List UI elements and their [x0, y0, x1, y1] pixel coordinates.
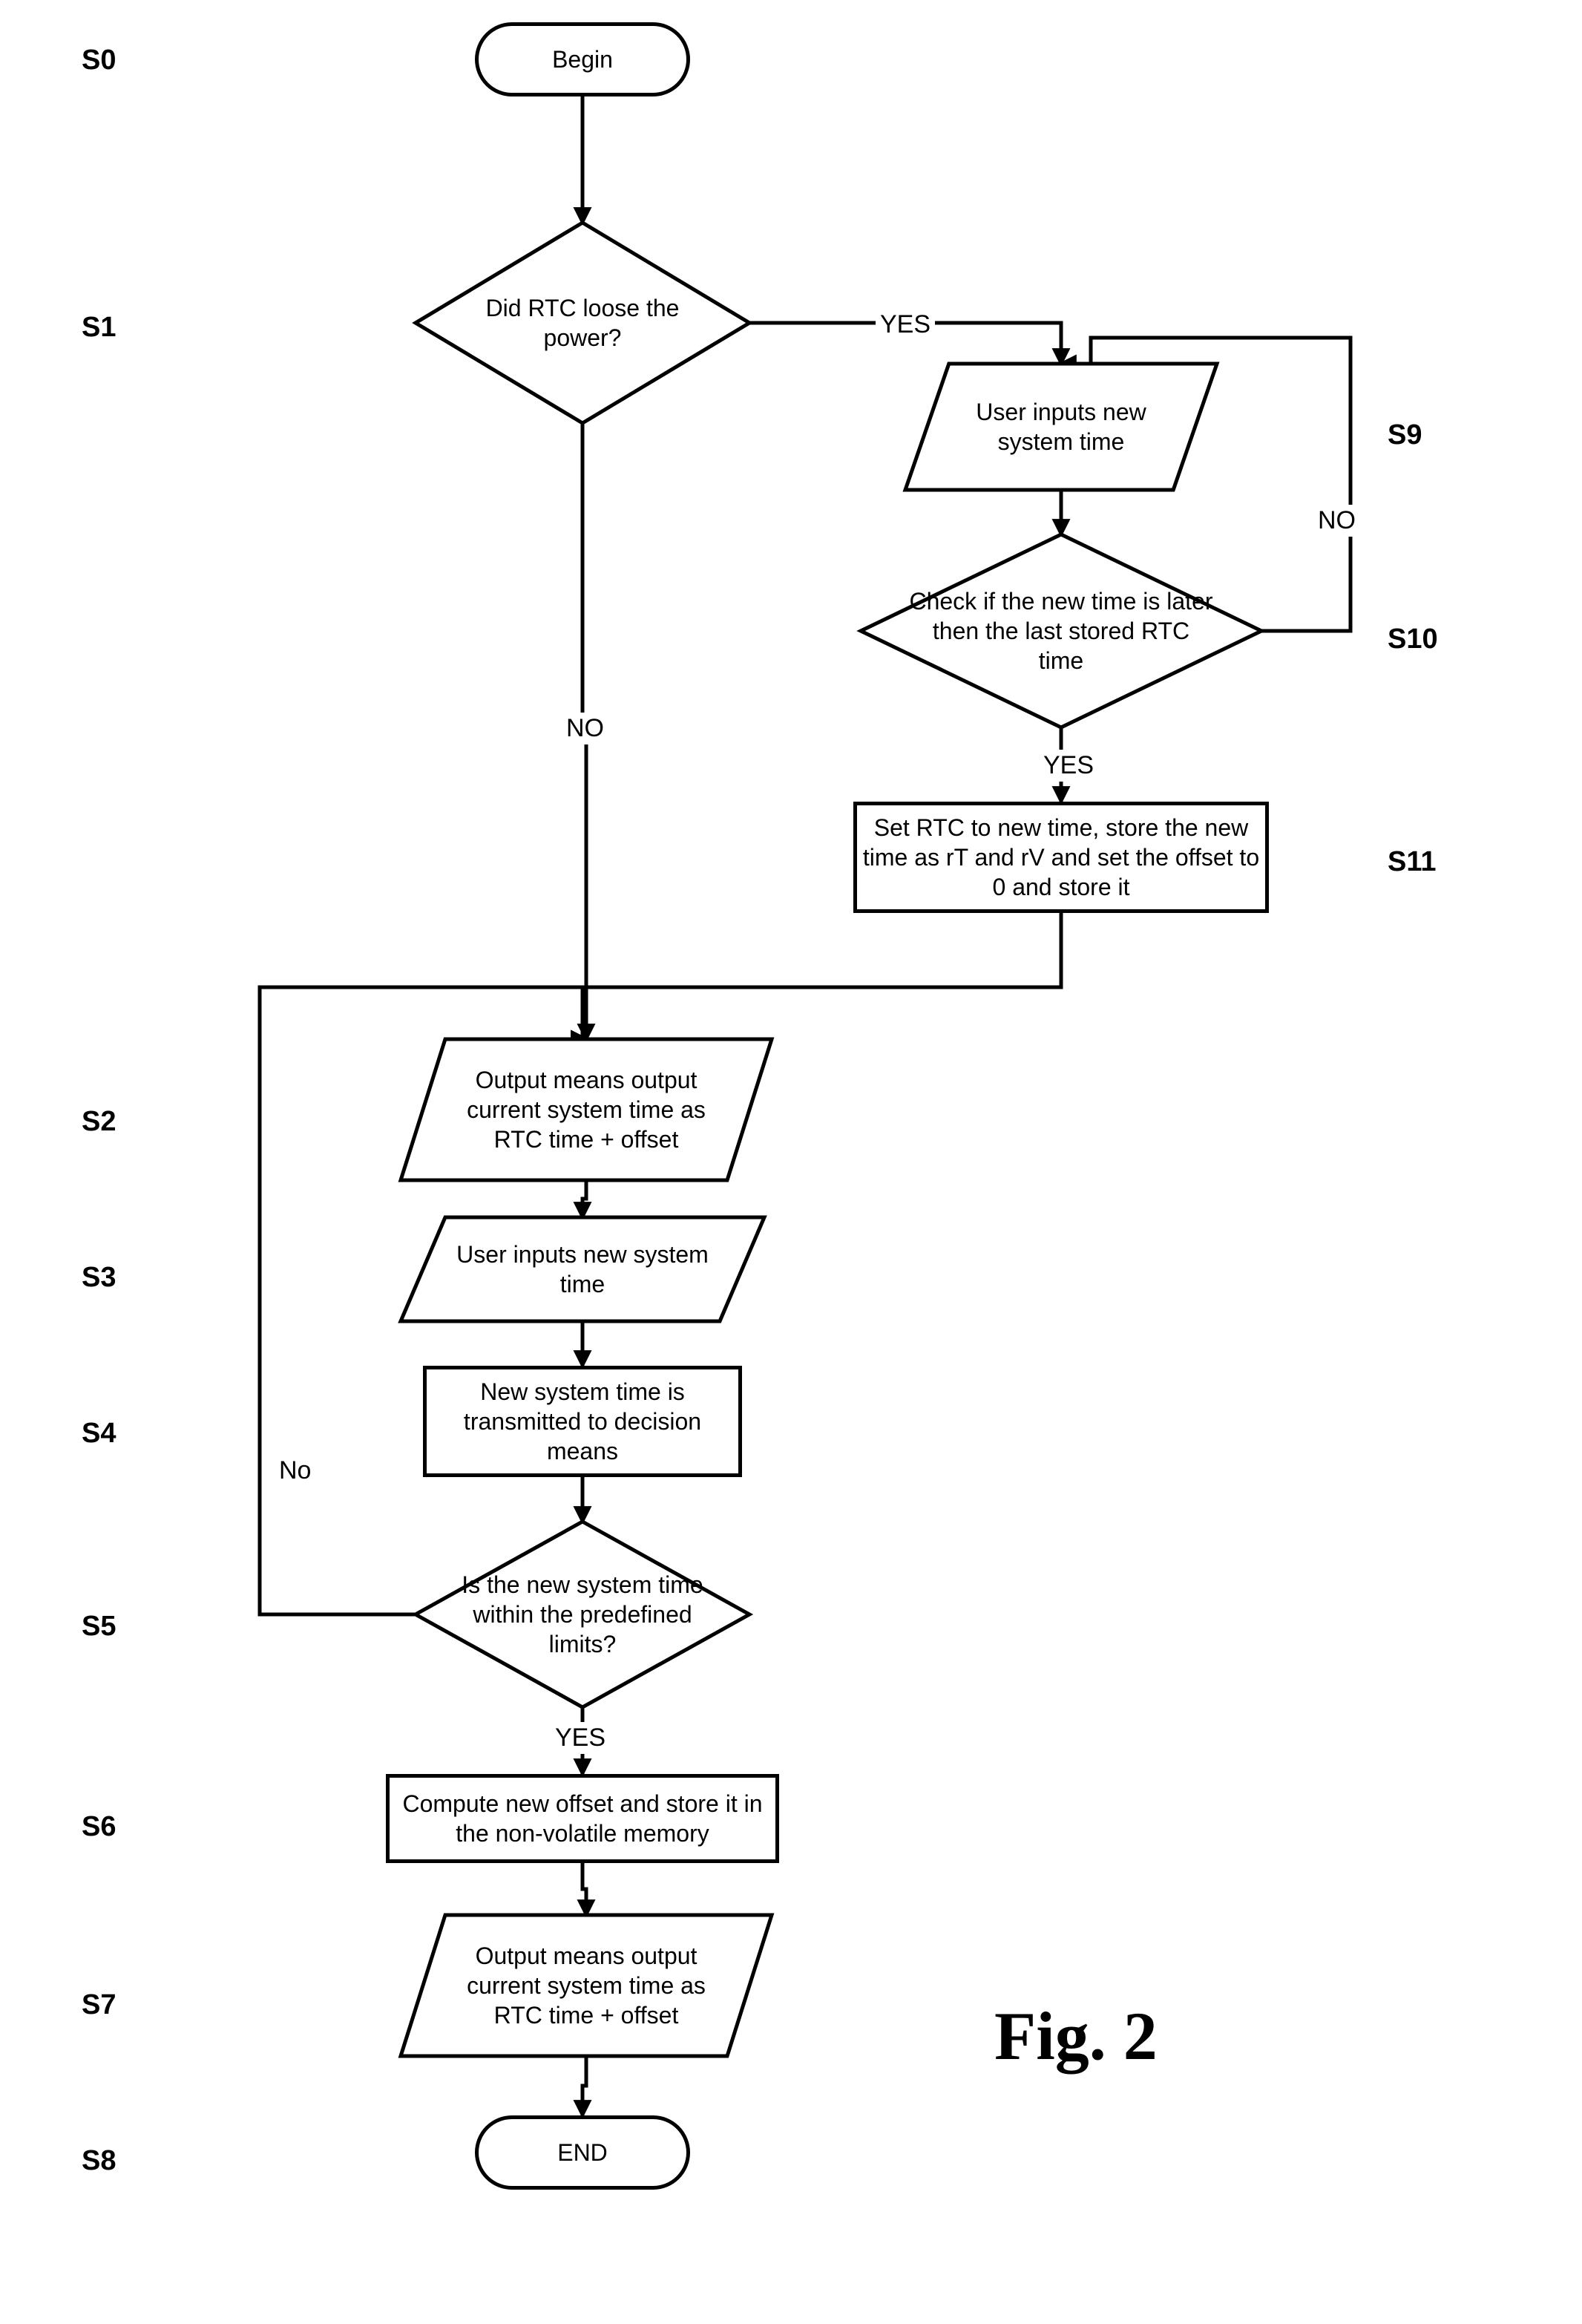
step-label-S2: S2 [82, 1106, 116, 1138]
io_output_bottom-label: Output means output current system time … [445, 1941, 727, 2030]
step-label-S10: S10 [1388, 623, 1438, 655]
io_output_bottom: Output means output current system time … [401, 1915, 772, 2056]
step-label-S6: S6 [82, 1811, 116, 1843]
d_power-label: Did RTC loose the power? [456, 293, 709, 353]
step-label-S0: S0 [82, 45, 116, 76]
edge-label-yes_limits: YES [551, 1722, 610, 1754]
p_transmit: New system time is transmitted to decisi… [423, 1366, 742, 1477]
step-label-S11: S11 [1388, 846, 1437, 878]
d_within_limits: Is the new system time within the predef… [416, 1522, 749, 1707]
step-label-S9: S9 [1388, 419, 1422, 451]
edge-label-yes_power: YES [876, 309, 935, 341]
io_user_new_time_mid: User inputs new system time [401, 1217, 764, 1321]
step-label-S4: S4 [82, 1418, 116, 1450]
d_power: Did RTC loose the power? [416, 223, 749, 423]
edge-p_compute_offset-b-to-io_output_bottom-t [582, 1863, 586, 1915]
edge-label-no_later: NO [1313, 505, 1360, 537]
edge-io_output_top-b-to-io_user_new_time_mid-t [582, 1180, 586, 1217]
step-label-S3: S3 [82, 1262, 116, 1294]
edge-label-no_limits: No [275, 1455, 315, 1487]
d_check_later: Check if the new time is later then the … [861, 534, 1261, 727]
begin: Begin [475, 22, 690, 96]
p_set_rtc-label: Set RTC to new time, store the new time … [857, 813, 1265, 902]
p_compute_offset-label: Compute new offset and store it in the n… [390, 1789, 775, 1848]
begin-label: Begin [552, 45, 613, 74]
flowchart-canvas: Begin Did RTC loose the power? User inputs… [0, 0, 1582, 2324]
d_check_later-label: Check if the new time is later then the … [909, 586, 1213, 675]
io_user_new_time_top: User inputs new system time [905, 364, 1217, 490]
edge-io_output_bottom-b-to-end-t [582, 2056, 586, 2115]
step-label-S8: S8 [82, 2145, 116, 2177]
step-label-S5: S5 [82, 1611, 116, 1643]
io_output_top: Output means output current system time … [401, 1039, 772, 1180]
edge-label-yes_later: YES [1039, 750, 1098, 782]
figure-label: Fig. 2 [994, 1997, 1158, 2075]
step-label-S7: S7 [82, 1989, 116, 2021]
io_user_new_time_top-label: User inputs new system time [942, 397, 1179, 456]
edge-p_set_rtc-b-to-io_output_top-t [582, 913, 1061, 1039]
p_compute_offset: Compute new offset and store it in the n… [386, 1774, 779, 1863]
io_user_new_time_mid-label: User inputs new system time [444, 1240, 721, 1299]
end-label: END [557, 2138, 608, 2167]
end: END [475, 2115, 690, 2190]
p_set_rtc: Set RTC to new time, store the new time … [853, 802, 1269, 913]
edge-label-no_power: NO [562, 713, 608, 744]
io_output_top-label: Output means output current system time … [445, 1065, 727, 1154]
p_transmit-label: New system time is transmitted to decisi… [427, 1377, 738, 1466]
d_within_limits-label: Is the new system time within the predef… [456, 1570, 709, 1659]
step-label-S1: S1 [82, 312, 116, 344]
